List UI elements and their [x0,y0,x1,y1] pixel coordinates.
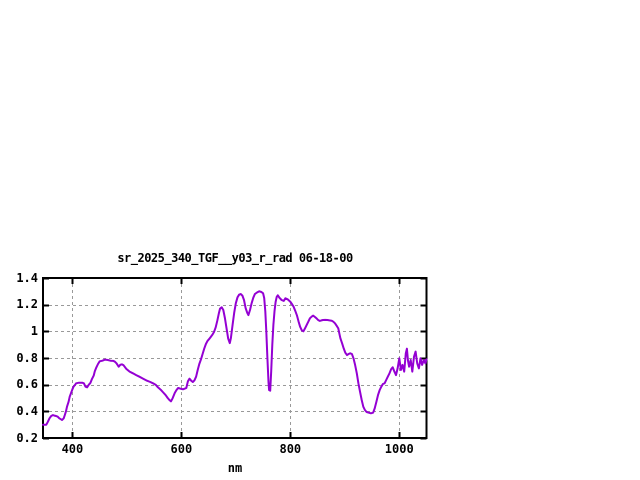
x-axis-label: nm [227,461,243,475]
x-tick-label: 400 [61,442,84,456]
y-tick-label: 1.4 [16,270,38,285]
y-tick-label: 0.2 [16,430,38,445]
x-tick-label: 800 [279,442,302,456]
y-tick-label: 0.8 [16,350,38,365]
y-tick-label: 0.4 [16,403,38,418]
plot-border [42,277,428,439]
x-tick-label: 1000 [384,442,414,456]
y-tick-label: 1 [30,323,38,338]
x-tick-label: 600 [170,442,193,456]
spectrum-curve [42,290,428,426]
grid-lines [43,278,427,438]
chart-title: sr_2025_340_TGF__y03_r_rad 06-18-00 [117,251,353,265]
y-tick-label: 0.6 [16,377,38,392]
y-tick-label: 1.2 [16,297,38,312]
